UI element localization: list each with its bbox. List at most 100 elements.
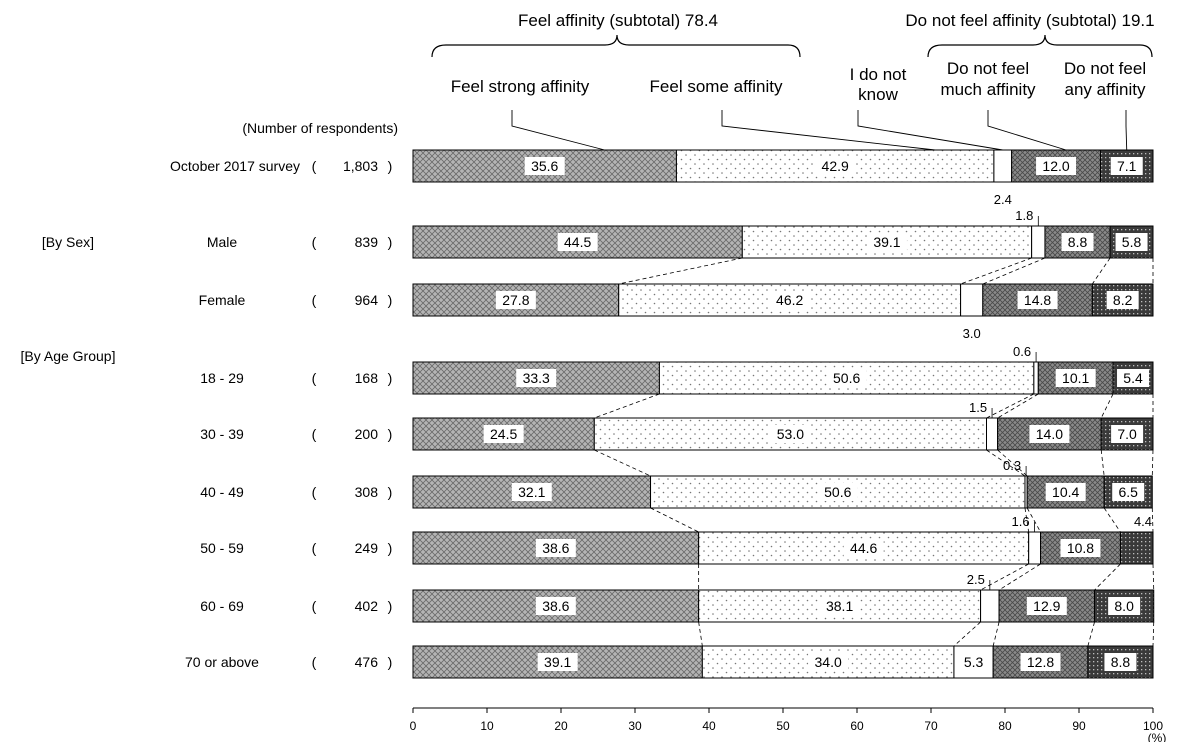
bar-segment-2 — [986, 417, 999, 451]
row-paren-open: ( — [312, 234, 317, 250]
x-tick-label: 70 — [924, 719, 938, 733]
value-label: 38.6 — [542, 540, 569, 556]
connector-line — [1152, 563, 1155, 591]
value-label: 5.8 — [1122, 234, 1142, 250]
row-paren-close: ) — [388, 484, 393, 500]
value-label-bg — [1020, 653, 1061, 671]
value-label-outside: 1.8 — [1015, 208, 1033, 223]
value-label: 35.6 — [531, 158, 558, 174]
connector-line — [986, 449, 1026, 477]
value-label: 38.6 — [542, 598, 569, 614]
value-label-bg — [1110, 157, 1143, 175]
connector-line — [960, 257, 1032, 285]
value-label: 10.4 — [1052, 484, 1079, 500]
svg-text:I do not: I do not — [850, 65, 907, 84]
connector-line — [1087, 621, 1095, 647]
bar-row-5: 40 - 49 (308) 32.1 50.6 0.3 10.4 6.5 — [200, 458, 1153, 509]
bar-row-1: Male (839) 44.5 39.1 1.8 8.8 5.8 — [207, 208, 1154, 259]
connector-line — [1103, 507, 1121, 533]
row-paren-open: ( — [312, 158, 317, 174]
connector-line — [980, 563, 1029, 591]
value-label-outside: 4.4 — [1134, 514, 1152, 529]
value-label-bg — [1104, 653, 1137, 671]
x-tick-label: 90 — [1072, 719, 1086, 733]
row-label: 50 - 59 — [200, 540, 244, 556]
value-label-bg — [524, 157, 565, 175]
row-paren-close: ) — [388, 426, 393, 442]
connector-line — [594, 449, 651, 477]
bar-row-7: 60 - 69 (402) 38.6 38.1 2.5 12.9 8.0 — [200, 572, 1155, 623]
row-paren-close: ) — [388, 370, 393, 386]
feel-affinity-brace — [431, 34, 801, 58]
value-label-bg — [1026, 597, 1067, 615]
value-label-bg — [535, 597, 576, 615]
row-paren-close: ) — [388, 654, 393, 670]
bar-segment-2 — [953, 645, 994, 679]
connector-line — [1152, 621, 1155, 647]
value-label-bg — [1045, 483, 1086, 501]
value-label-bg — [866, 233, 907, 251]
bar-row-8: 70 or above (476) 39.1 34.0 5.3 12.8 8.8 — [185, 645, 1154, 679]
x-tick-label: 30 — [628, 719, 642, 733]
value-label: 8.0 — [1114, 598, 1134, 614]
value-label: 10.8 — [1067, 540, 1094, 556]
bar-segment-2 — [980, 589, 1000, 623]
value-label: 50.6 — [833, 370, 860, 386]
value-label: 53.0 — [777, 426, 804, 442]
legend-leader-4 — [1125, 110, 1128, 151]
row-paren-open: ( — [312, 426, 317, 442]
connector-lines — [594, 257, 1155, 647]
connector-line — [1100, 449, 1105, 477]
x-tick-label: 0 — [410, 719, 417, 733]
value-label-bg — [495, 291, 536, 309]
value-label: 24.5 — [490, 426, 517, 442]
bar-row-4: 30 - 39 (200) 24.5 53.0 1.5 14.0 7.0 — [200, 400, 1154, 451]
connector-line — [986, 393, 1035, 419]
value-label: 6.5 — [1118, 484, 1138, 500]
svg-text:Do not feel: Do not feel — [947, 59, 1029, 78]
value-label: 44.6 — [850, 540, 877, 556]
x-tick-label: 80 — [998, 719, 1012, 733]
legend-series-0: Feel strong affinity — [451, 77, 590, 96]
x-tick-label: 40 — [702, 719, 716, 733]
value-label-outside: 2.5 — [967, 572, 985, 587]
legend-leader-1 — [721, 110, 936, 151]
x-tick-label: 10 — [480, 719, 494, 733]
section-label-sex: [By Sex] — [42, 234, 94, 250]
bar-segment-2 — [993, 149, 1013, 183]
x-tick-label: 100 — [1143, 719, 1163, 733]
bar-segment-4 — [1099, 149, 1154, 183]
row-paren-open: ( — [312, 654, 317, 670]
value-label-bg — [557, 233, 598, 251]
value-label-outside: 1.5 — [969, 400, 987, 415]
value-label: 33.3 — [523, 370, 550, 386]
row-paren-open: ( — [312, 292, 317, 308]
legend-series-3: Do not feel much affinity — [940, 59, 1036, 99]
value-label: 34.0 — [815, 654, 842, 670]
legend-series-1: Feel some affinity — [650, 77, 783, 96]
row-paren-open: ( — [312, 540, 317, 556]
value-label: 14.0 — [1036, 426, 1063, 442]
value-label-bg — [1111, 425, 1144, 443]
value-label-bg — [1061, 233, 1094, 251]
bar-row-6: 50 - 59 (249) 38.6 44.6 1.6 10.8 4.4 — [200, 514, 1154, 565]
value-label: 44.5 — [564, 234, 591, 250]
value-label: 7.0 — [1117, 426, 1137, 442]
value-label-bg — [1036, 157, 1077, 175]
value-label-bg — [1029, 425, 1070, 443]
value-label: 42.9 — [822, 158, 849, 174]
connector-line — [998, 563, 1041, 591]
row-paren-close: ) — [388, 292, 393, 308]
bar-row-0: October 2017 survey (1,803) 35.6 42.9 2.4 12.… — [170, 149, 1154, 207]
row-respondents: 839 — [355, 234, 379, 250]
x-tick-label: 60 — [850, 719, 864, 733]
legend-leader-2 — [857, 110, 1003, 151]
legend-series-4: Do not feel any affinity — [1064, 59, 1146, 99]
connector-line — [1100, 393, 1114, 419]
row-label: 60 - 69 — [200, 598, 244, 614]
value-label-bg — [808, 653, 849, 671]
value-label-bg — [1055, 369, 1096, 387]
connector-line — [594, 393, 660, 419]
legend-leader-lines — [511, 110, 1128, 151]
bar-segment-2 — [960, 283, 984, 317]
